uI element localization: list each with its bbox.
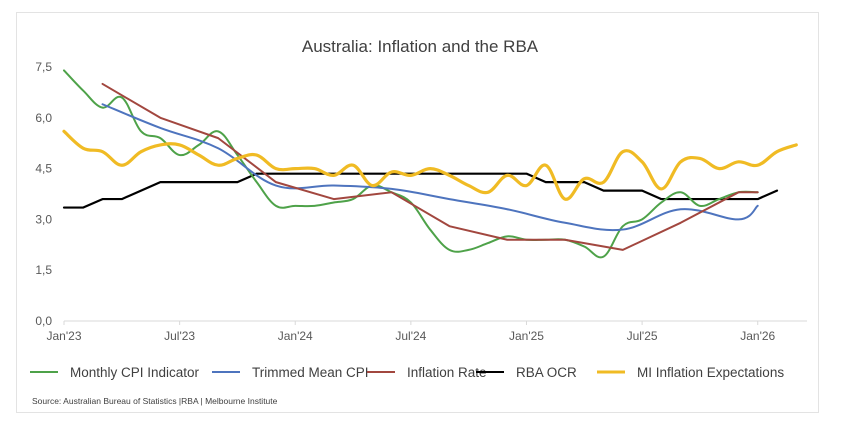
series-line-rba-ocr: [62, 172, 779, 209]
series-line-mi-inflation-expectations: [62, 129, 798, 201]
series-group: [62, 69, 798, 259]
legend: Monthly CPI Indicator Trimmed Mean CPI Inf…: [30, 365, 784, 380]
y-tick-label: 1,5: [35, 263, 52, 277]
legend-label-inflation-rate: Inflation Rate: [407, 365, 487, 380]
x-tick-label: Jan'23: [47, 329, 82, 343]
y-tick-label: 0,0: [35, 314, 52, 328]
legend-label-trimmed-mean-cpi: Trimmed Mean CPI: [252, 365, 369, 380]
x-tick-label: Jul'23: [164, 329, 195, 343]
y-tick-label: 3,0: [35, 212, 52, 226]
legend-label-rba-ocr: RBA OCR: [516, 365, 577, 380]
series-line-monthly-cpi-indicator: [63, 69, 759, 259]
x-tick-label: Jan'26: [740, 329, 775, 343]
y-tick-label: 6,0: [35, 111, 52, 125]
chart-title: Australia: Inflation and the RBA: [302, 37, 539, 56]
legend-label-mi-inflation-expectations: MI Inflation Expectations: [637, 365, 784, 380]
x-tick-label: Jan'25: [509, 329, 544, 343]
series-line-inflation-rate: [101, 82, 759, 251]
y-axis: 0,0 1,5 3,0 4,5 6,0 7,5: [35, 60, 52, 328]
x-tick-label: Jul'24: [395, 329, 426, 343]
y-tick-label: 7,5: [35, 60, 52, 74]
x-tick-label: Jan'24: [278, 329, 313, 343]
source-note: Source: Australian Bureau of Statistics …: [32, 396, 278, 406]
x-axis: Jan'23 Jul'23 Jan'24 Jul'24 Jan'25 Jul'25 Jan'…: [47, 320, 807, 343]
legend-label-monthly-cpi-indicator: Monthly CPI Indicator: [70, 365, 200, 380]
series-line-trimmed-mean-cpi: [101, 103, 759, 232]
y-tick-label: 4,5: [35, 162, 52, 176]
x-tick-label: Jul'25: [627, 329, 658, 343]
